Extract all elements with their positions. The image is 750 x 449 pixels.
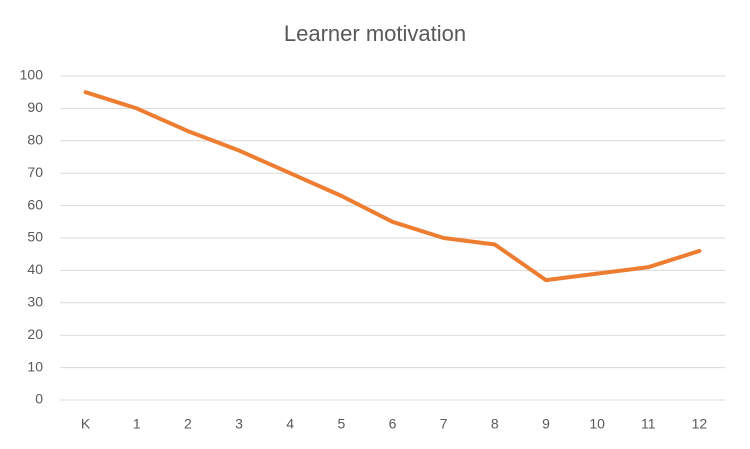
y-tick-label: 10 [27,358,43,374]
x-tick-label: 6 [389,416,397,432]
y-tick-label: 100 [20,67,44,83]
y-tick-label: 20 [27,326,43,342]
y-tick-label: 0 [35,391,43,407]
y-tick-label: 50 [27,229,43,245]
x-tick-label: 10 [589,416,605,432]
y-tick-label: 40 [27,261,43,277]
x-tick-label: 2 [184,416,192,432]
y-tick-label: 30 [27,294,43,310]
y-tick-label: 80 [27,132,43,148]
x-tick-label: K [81,416,91,432]
y-tick-label: 90 [27,99,43,115]
x-tick-label: 11 [641,416,656,432]
data-line [83,90,702,283]
x-tick-label: 12 [692,416,708,432]
x-tick-label: 8 [491,416,499,432]
x-tick-label: 3 [235,416,243,432]
x-tick-label: 7 [440,416,448,432]
x-tick-label: 5 [337,416,345,432]
y-tick-label: 60 [27,196,43,212]
chart-title: Learner motivation [284,21,466,46]
x-tick-label: 9 [542,416,550,432]
x-tick-label: 1 [133,416,141,432]
x-tick-label: 4 [286,416,294,432]
y-tick-label: 70 [27,164,43,180]
